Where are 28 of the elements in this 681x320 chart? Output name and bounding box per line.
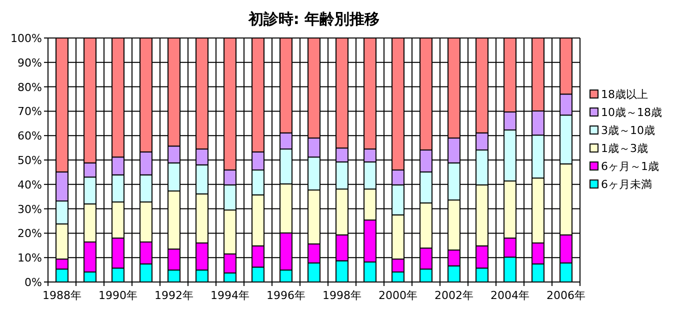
legend-label: 18歳以上 — [601, 88, 648, 101]
legend-label: 6ヶ月～1歳 — [601, 160, 659, 173]
x-tick-label: 1992年 — [154, 289, 194, 302]
x-tick-label: 1988年 — [42, 289, 82, 302]
y-tick-label: 60% — [18, 130, 42, 143]
y-tick-label: 100% — [10, 32, 42, 45]
x-tick-label: 1994年 — [210, 289, 250, 302]
x-tick-label: 2004年 — [490, 289, 530, 302]
legend-label: 10歳～18歳 — [601, 106, 662, 119]
x-tick-label: 1996年 — [266, 289, 306, 302]
x-tick-label: 2002年 — [434, 289, 474, 302]
x-tick-label: 1998年 — [322, 289, 362, 302]
legend-label: 1歳～3歳 — [601, 142, 648, 155]
y-tick-label: 10% — [18, 252, 42, 265]
y-tick-label: 90% — [18, 56, 42, 70]
x-tick-label: 1990年 — [98, 289, 138, 302]
y-tick-label: 30% — [18, 202, 42, 216]
y-tick-label: 40% — [18, 178, 42, 192]
legend-label: 6ヶ月未満 — [601, 178, 652, 191]
y-tick-label: 50% — [18, 154, 42, 167]
x-tick-label: 2000年 — [378, 289, 418, 302]
y-tick-label: 70% — [18, 105, 42, 118]
y-tick-label: 80% — [18, 80, 42, 94]
y-tick-label: 0% — [24, 276, 42, 289]
x-tick-label: 2006年 — [546, 289, 586, 302]
y-tick-label: 20% — [18, 227, 42, 240]
legend-label: 3歳～10歳 — [601, 124, 655, 137]
chart-title: 初診時: 年齢別推移 — [247, 10, 380, 28]
